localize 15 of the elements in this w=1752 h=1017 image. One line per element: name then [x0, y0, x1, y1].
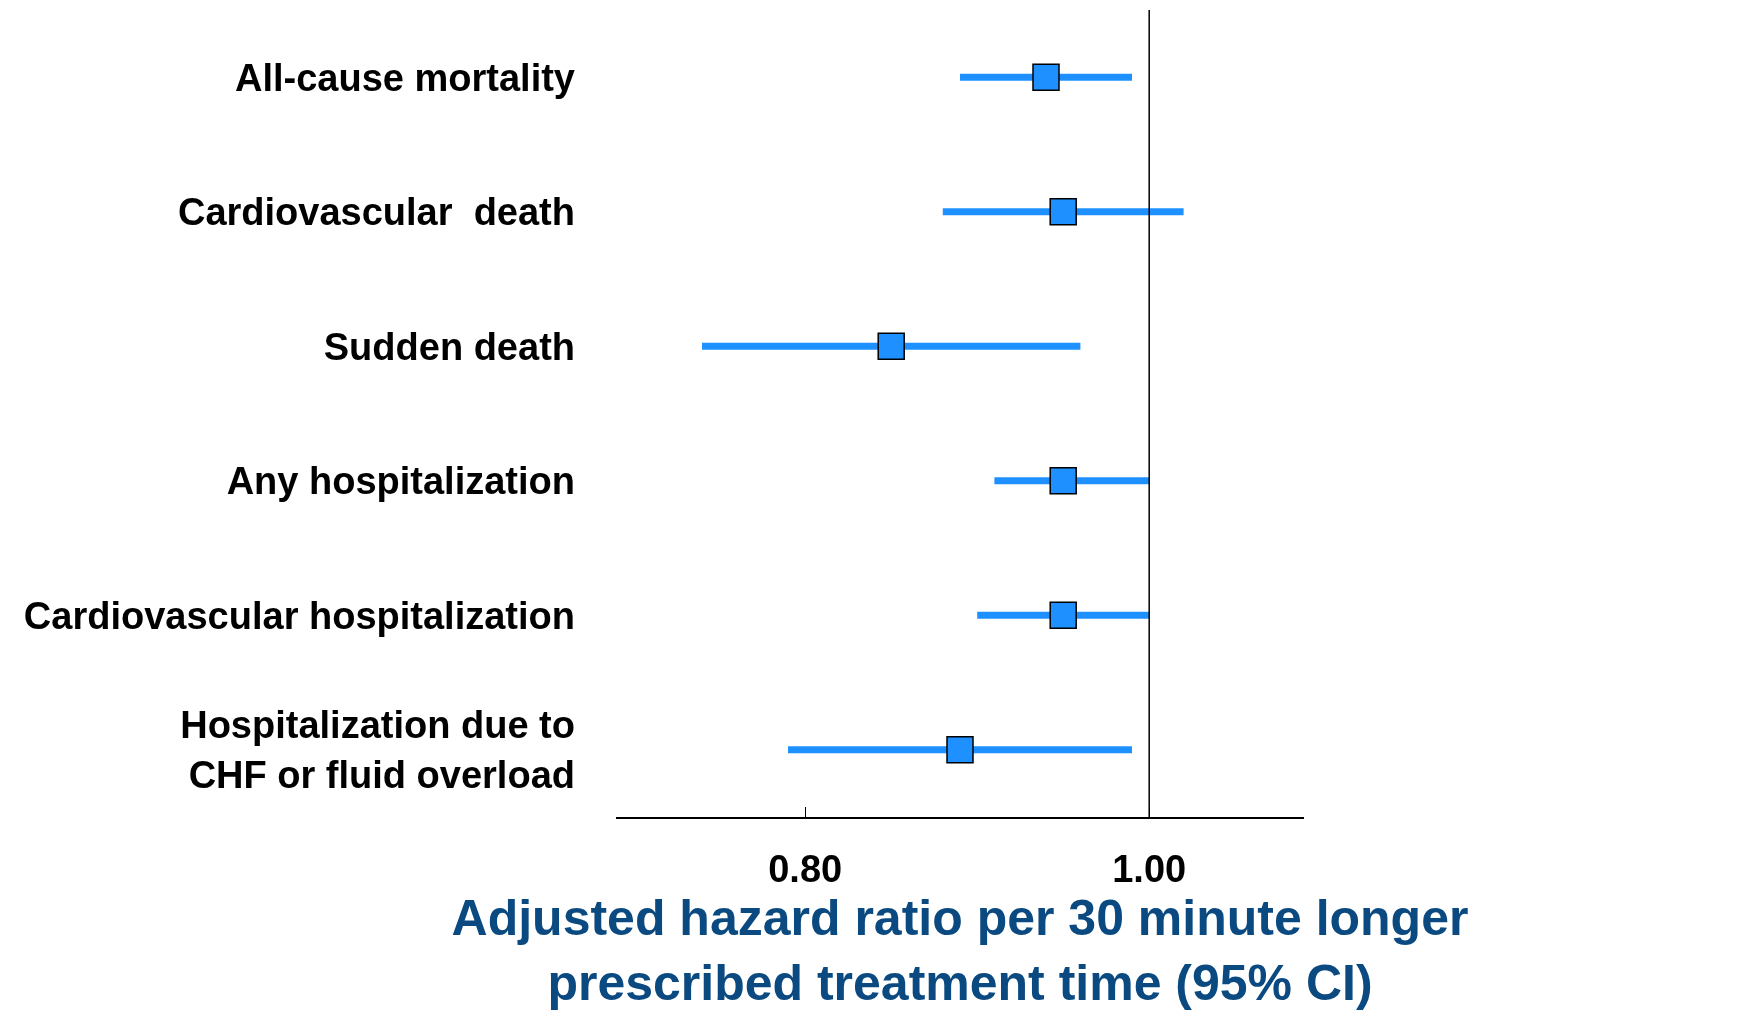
y-tick-label: All-cause mortality — [235, 56, 575, 99]
point — [1049, 601, 1077, 629]
point — [946, 736, 974, 764]
y-tick-label: Sudden death — [323, 325, 575, 368]
point — [877, 332, 905, 360]
point — [1032, 63, 1060, 91]
y-tick-label: Cardiovascular death — [177, 191, 575, 234]
y-tick-label: Cardiovascular hospitalization — [23, 594, 575, 637]
point — [1049, 198, 1077, 226]
point — [1049, 467, 1077, 495]
x-tick-label: 0.80 — [768, 848, 843, 891]
y-tick-label: Hospitalization due to CHF or fluid overload — [180, 704, 575, 796]
y-tick-label: Any hospitalization — [226, 460, 575, 503]
x-tick-label: 1.00 — [1112, 848, 1187, 891]
x-axis-title: Adjusted hazard ratio per 30 minute longer prescribed treatment time (95% CI) — [451, 890, 1469, 1012]
